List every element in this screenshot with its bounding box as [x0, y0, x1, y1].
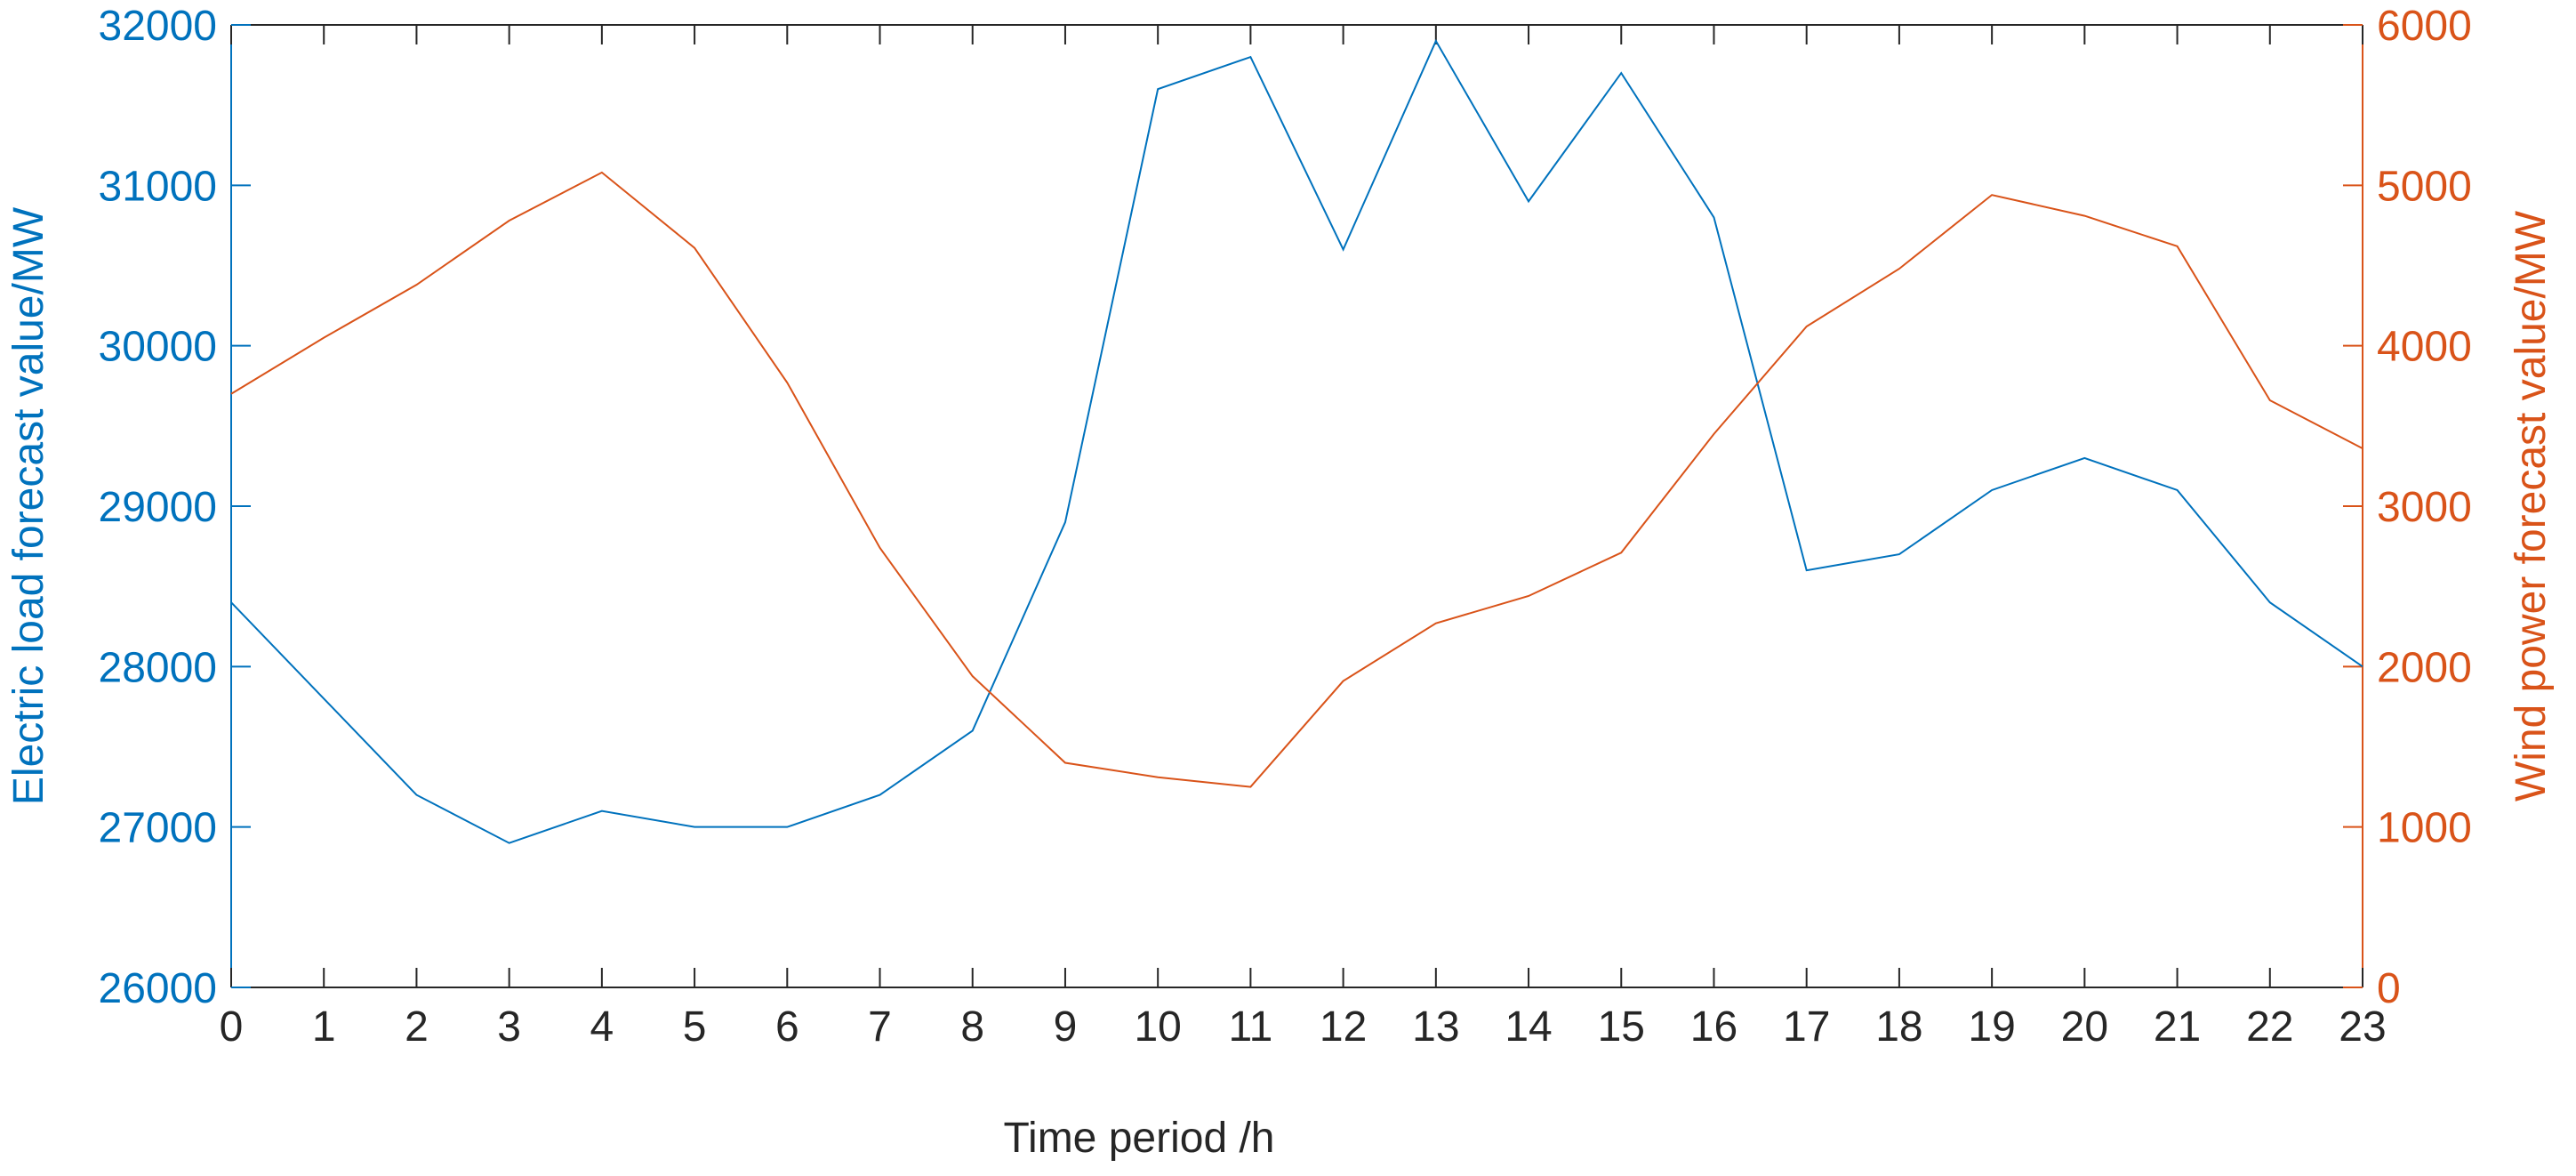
- x-tick-label: 12: [1320, 1003, 1367, 1051]
- x-tick-label: 2: [405, 1003, 429, 1051]
- x-tick-label: 5: [683, 1003, 707, 1051]
- y-tick-label: 26000: [99, 965, 217, 1012]
- y2-tick-label: 0: [2377, 965, 2401, 1012]
- x-tick-label: 23: [2339, 1003, 2386, 1051]
- series-line: [230, 38, 2363, 844]
- x-tick-label: 4: [590, 1003, 614, 1051]
- x-tick-label: 15: [1598, 1003, 1645, 1051]
- x-tick-label: 8: [960, 1003, 984, 1051]
- x-tick-label: 14: [1505, 1003, 1552, 1051]
- y2-tick-label: 3000: [2377, 484, 2472, 531]
- x-tick-label: 21: [2154, 1003, 2201, 1051]
- y-tick-label: 30000: [99, 324, 217, 371]
- y2-tick-label: 1000: [2377, 805, 2472, 852]
- x-tick-label: 3: [497, 1003, 521, 1051]
- x-tick-label: 7: [868, 1003, 892, 1051]
- y2-axis-title: Wind power forecast value/MW: [2508, 210, 2555, 801]
- y-tick-label: 28000: [99, 644, 217, 691]
- x-tick-label: 6: [775, 1003, 799, 1051]
- x-tick-label: 16: [1690, 1003, 1737, 1051]
- x-tick-label: 13: [1412, 1003, 1459, 1051]
- x-tick-label: 10: [1134, 1003, 1181, 1051]
- y2-tick-label: 5000: [2377, 163, 2472, 210]
- x-tick-label: 19: [1968, 1003, 2015, 1051]
- x-tick-label: 18: [1875, 1003, 1922, 1051]
- series-line: [230, 171, 2363, 788]
- x-tick-label: 22: [2246, 1003, 2293, 1051]
- x-tick-label: 0: [220, 1003, 244, 1051]
- x-tick-label: 17: [1783, 1003, 1830, 1051]
- y-tick-label: 31000: [99, 163, 217, 210]
- x-tick-label: 9: [1054, 1003, 1078, 1051]
- y-tick-label: 29000: [99, 484, 217, 531]
- y-tick-label: 27000: [99, 805, 217, 852]
- y2-tick-label: 4000: [2377, 324, 2472, 371]
- y-axis-title: Electric load forecast value/MW: [5, 206, 52, 805]
- y-tick-label: 32000: [99, 3, 217, 50]
- x-axis-title: Time period /h: [1003, 1115, 1274, 1162]
- y2-tick-label: 6000: [2377, 3, 2472, 50]
- x-tick-label: 20: [2061, 1003, 2108, 1051]
- y2-tick-label: 2000: [2377, 644, 2472, 691]
- x-tick-label: 1: [312, 1003, 336, 1051]
- x-tick-label: 11: [1228, 1003, 1272, 1051]
